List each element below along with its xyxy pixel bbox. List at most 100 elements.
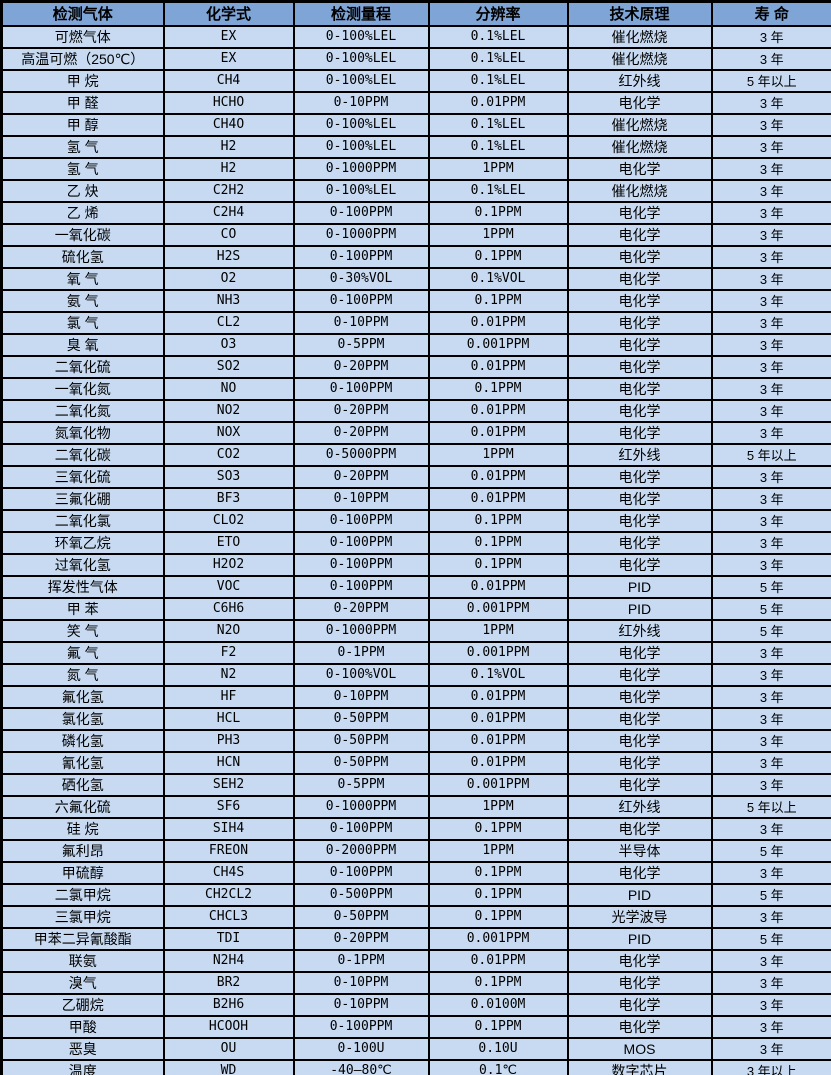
- cell-gas-name: 联氨: [0, 948, 165, 973]
- table-row: 可燃气体 EX 0-100%LEL 0.1%LEL 催化燃烧 3 年: [0, 24, 831, 49]
- cell-gas-name: 一氧化氮: [0, 376, 165, 401]
- cell-formula: CO: [162, 222, 295, 247]
- cell-gas-name: 甲 苯: [0, 596, 165, 621]
- cell-resolution: 0.01PPM: [427, 90, 569, 115]
- cell-lifespan: 3 年: [710, 684, 831, 709]
- cell-lifespan: 3 年: [710, 662, 831, 687]
- cell-principle: MOS: [566, 1036, 713, 1061]
- cell-lifespan: 3 年: [710, 992, 831, 1017]
- cell-range: 0-1000PPM: [292, 794, 430, 819]
- cell-formula: O2: [162, 266, 295, 291]
- cell-principle: 电化学: [566, 464, 713, 489]
- table-row: 乙 炔 C2H2 0-100%LEL 0.1%LEL 催化燃烧 3 年: [0, 178, 831, 203]
- cell-principle: 电化学: [566, 552, 713, 577]
- cell-formula: CLO2: [162, 508, 295, 533]
- cell-range: 0-100PPM: [292, 530, 430, 555]
- cell-resolution: 0.001PPM: [427, 332, 569, 357]
- cell-formula: CHCL3: [162, 904, 295, 929]
- cell-range: 0-100%LEL: [292, 24, 430, 49]
- cell-formula: NO2: [162, 398, 295, 423]
- header-resolution: 分辨率: [427, 0, 569, 27]
- cell-range: 0-5PPM: [292, 332, 430, 357]
- cell-lifespan: 3 年: [710, 156, 831, 181]
- table-row: 三氯甲烷 CHCL3 0-50PPM 0.1PPM 光学波导 3 年: [0, 904, 831, 929]
- header-gas-name: 检测气体: [0, 0, 165, 27]
- cell-range: 0-100PPM: [292, 508, 430, 533]
- header-formula: 化学式: [162, 0, 295, 27]
- table-row: 氧 气 O2 0-30%VOL 0.1%VOL 电化学 3 年: [0, 266, 831, 291]
- cell-resolution: 0.001PPM: [427, 772, 569, 797]
- table-row: 乙硼烷 B2H6 0-10PPM 0.0100M 电化学 3 年: [0, 992, 831, 1017]
- cell-resolution: 0.1%LEL: [427, 68, 569, 93]
- table-row: 一氧化氮 NO 0-100PPM 0.1PPM 电化学 3 年: [0, 376, 831, 401]
- cell-principle: 数字芯片: [566, 1058, 713, 1075]
- cell-gas-name: 可燃气体: [0, 24, 165, 49]
- cell-lifespan: 5 年: [710, 618, 831, 643]
- cell-principle: 电化学: [566, 376, 713, 401]
- cell-resolution: 0.01PPM: [427, 420, 569, 445]
- table-row: 环氧乙烷 ETO 0-100PPM 0.1PPM 电化学 3 年: [0, 530, 831, 555]
- cell-lifespan: 3 年: [710, 970, 831, 995]
- table-row: 甲酸 HCOOH 0-100PPM 0.1PPM 电化学 3 年: [0, 1014, 831, 1039]
- cell-principle: 电化学: [566, 772, 713, 797]
- cell-lifespan: 5 年以上: [710, 794, 831, 819]
- cell-resolution: 1PPM: [427, 838, 569, 863]
- cell-resolution: 0.1℃: [427, 1058, 569, 1075]
- cell-formula: N2O: [162, 618, 295, 643]
- cell-resolution: 0.1PPM: [427, 376, 569, 401]
- cell-lifespan: 5 年: [710, 838, 831, 863]
- cell-principle: 电化学: [566, 970, 713, 995]
- table-row: 氟利昂 FREON 0-2000PPM 1PPM 半导体 5 年: [0, 838, 831, 863]
- table-row: 甲 苯 C6H6 0-20PPM 0.001PPM PID 5 年: [0, 596, 831, 621]
- cell-resolution: 0.01PPM: [427, 310, 569, 335]
- cell-gas-name: 氢 气: [0, 134, 165, 159]
- cell-gas-name: 氟利昂: [0, 838, 165, 863]
- cell-formula: NOX: [162, 420, 295, 445]
- cell-gas-name: 恶臭: [0, 1036, 165, 1061]
- cell-range: 0-100%LEL: [292, 46, 430, 71]
- cell-resolution: 0.1PPM: [427, 1014, 569, 1039]
- cell-range: 0-10PPM: [292, 684, 430, 709]
- cell-formula: CH4: [162, 68, 295, 93]
- cell-lifespan: 3 年: [710, 178, 831, 203]
- cell-gas-name: 二氧化氯: [0, 508, 165, 533]
- table-row: 乙 烯 C2H4 0-100PPM 0.1PPM 电化学 3 年: [0, 200, 831, 225]
- cell-lifespan: 3 年: [710, 816, 831, 841]
- cell-lifespan: 3 年: [710, 552, 831, 577]
- cell-lifespan: 3 年: [710, 134, 831, 159]
- cell-formula: NO: [162, 376, 295, 401]
- table-row: 氰化氢 HCN 0-50PPM 0.01PPM 电化学 3 年: [0, 750, 831, 775]
- table-row: 甲 醛 HCHO 0-10PPM 0.01PPM 电化学 3 年: [0, 90, 831, 115]
- cell-formula: TDI: [162, 926, 295, 951]
- cell-principle: 红外线: [566, 618, 713, 643]
- table-row: 挥发性气体 VOC 0-100PPM 0.01PPM PID 5 年: [0, 574, 831, 599]
- cell-gas-name: 氟化氢: [0, 684, 165, 709]
- cell-formula: F2: [162, 640, 295, 665]
- cell-range: 0-100U: [292, 1036, 430, 1061]
- cell-formula: SIH4: [162, 816, 295, 841]
- table-row: 联氨 N2H4 0-1PPM 0.01PPM 电化学 3 年: [0, 948, 831, 973]
- cell-lifespan: 3 年: [710, 1036, 831, 1061]
- cell-principle: 电化学: [566, 420, 713, 445]
- table-row: 氢 气 H2 0-100%LEL 0.1%LEL 催化燃烧 3 年: [0, 134, 831, 159]
- table-row: 氟 气 F2 0-1PPM 0.001PPM 电化学 3 年: [0, 640, 831, 665]
- cell-lifespan: 3 年: [710, 376, 831, 401]
- table-header: 检测气体 化学式 检测量程 分辨率 技术原理 寿 命: [0, 0, 831, 27]
- cell-lifespan: 3 年: [710, 904, 831, 929]
- cell-range: 0-100PPM: [292, 860, 430, 885]
- cell-range: 0-10PPM: [292, 970, 430, 995]
- cell-principle: 电化学: [566, 750, 713, 775]
- cell-lifespan: 3 年以上: [710, 1058, 831, 1075]
- cell-formula: HCHO: [162, 90, 295, 115]
- cell-principle: 电化学: [566, 244, 713, 269]
- cell-principle: 电化学: [566, 816, 713, 841]
- cell-range: 0-1PPM: [292, 640, 430, 665]
- cell-formula: EX: [162, 24, 295, 49]
- cell-gas-name: 氟 气: [0, 640, 165, 665]
- cell-range: 0-20PPM: [292, 354, 430, 379]
- cell-principle: 电化学: [566, 1014, 713, 1039]
- cell-range: 0-50PPM: [292, 728, 430, 753]
- cell-gas-name: 二氧化氮: [0, 398, 165, 423]
- cell-lifespan: 3 年: [710, 244, 831, 269]
- cell-formula: HCL: [162, 706, 295, 731]
